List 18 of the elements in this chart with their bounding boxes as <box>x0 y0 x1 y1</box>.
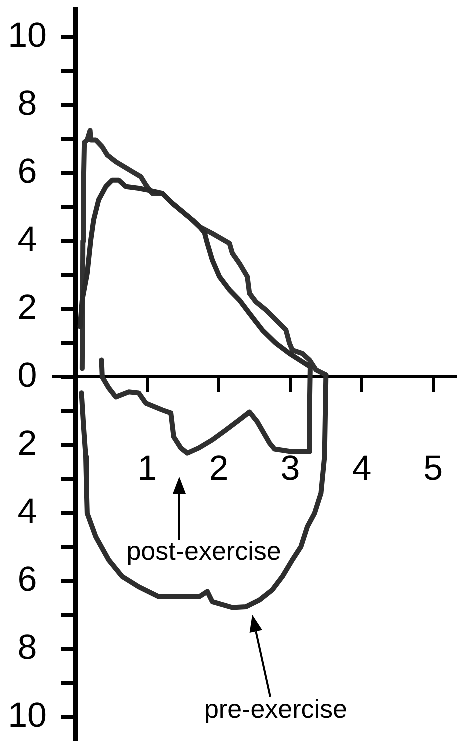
y-tick-label: 6 <box>18 152 38 191</box>
y-tick-label: 4 <box>18 492 38 531</box>
y-tick-label: 2 <box>18 424 38 463</box>
x-tick-label: 1 <box>138 448 158 488</box>
y-tick-label: 0 <box>18 356 38 395</box>
y-tick-label: 8 <box>18 84 38 123</box>
y-tick-label: 6 <box>18 560 38 599</box>
x-tick-label: 2 <box>209 448 229 488</box>
y-tick-label: 2 <box>18 288 38 327</box>
y-tick-label: 10 <box>8 696 48 735</box>
y-tick-label: 10 <box>8 16 48 55</box>
x-tick-label: 3 <box>280 448 300 488</box>
annotation: pre-exercise <box>204 694 348 724</box>
y-tick-label: 8 <box>18 628 38 667</box>
y-tick-label: 4 <box>18 220 38 259</box>
x-tick-label: 4 <box>352 448 372 488</box>
annotation: post-exercise <box>126 536 282 566</box>
x-tick-label: 5 <box>424 448 444 488</box>
